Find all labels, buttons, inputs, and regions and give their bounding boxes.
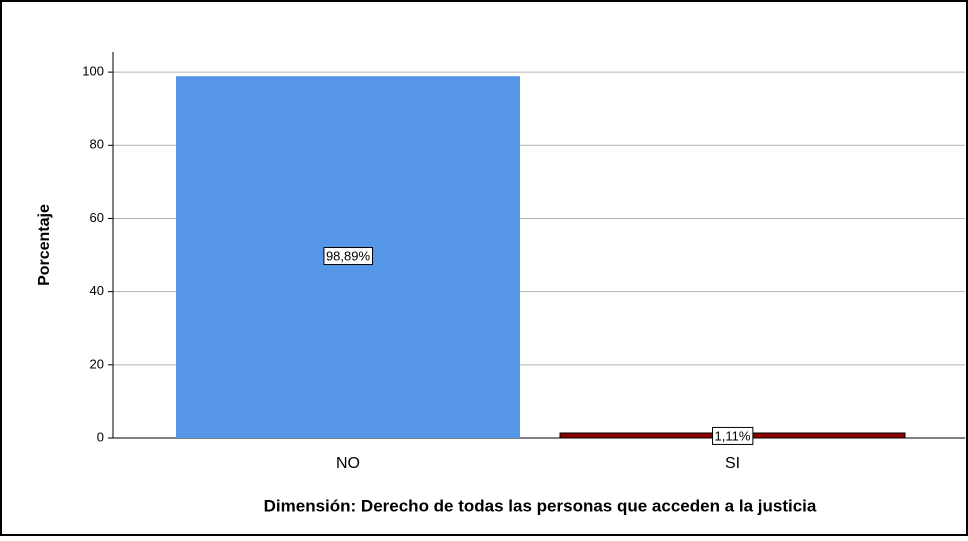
y-tick-label: 40	[90, 283, 104, 298]
data-label: 1,11%	[715, 428, 751, 443]
y-tick-label: 60	[90, 210, 104, 225]
y-tick-label: 100	[82, 64, 104, 79]
x-axis-label: Dimensión: Derecho de todas las personas…	[264, 496, 817, 515]
x-tick-label: NO	[336, 455, 360, 472]
data-label-box	[323, 247, 373, 266]
y-tick-label: 20	[90, 356, 104, 371]
data-label-box	[712, 426, 754, 445]
data-label: 98,89%	[326, 249, 371, 264]
y-tick-label: 80	[90, 137, 104, 152]
y-axis-label: Porcentaje	[36, 204, 53, 286]
y-tick-label: 0	[97, 429, 104, 444]
x-tick-label: SI	[725, 455, 740, 472]
